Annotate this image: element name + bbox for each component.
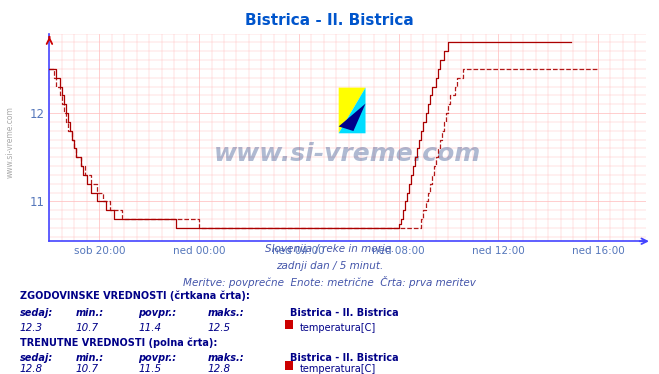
Text: 12.8: 12.8 <box>208 364 231 374</box>
Text: ZGODOVINSKE VREDNOSTI (črtkana črta):: ZGODOVINSKE VREDNOSTI (črtkana črta): <box>20 291 250 301</box>
Text: min.:: min.: <box>76 353 104 363</box>
Text: Meritve: povprečne  Enote: metrične  Črta: prva meritev: Meritve: povprečne Enote: metrične Črta:… <box>183 276 476 288</box>
Text: www.si-vreme.com: www.si-vreme.com <box>214 142 481 166</box>
Text: Slovenija / reke in morje.: Slovenija / reke in morje. <box>265 245 394 254</box>
Text: TRENUTNE VREDNOSTI (polna črta):: TRENUTNE VREDNOSTI (polna črta): <box>20 337 217 348</box>
Text: sedaj:: sedaj: <box>20 353 53 363</box>
Text: maks.:: maks.: <box>208 308 244 318</box>
Text: povpr.:: povpr.: <box>138 308 177 318</box>
Text: Bistrica - Il. Bistrica: Bistrica - Il. Bistrica <box>290 353 399 363</box>
Text: povpr.:: povpr.: <box>138 353 177 363</box>
Text: Bistrica - Il. Bistrica: Bistrica - Il. Bistrica <box>290 308 399 318</box>
Text: 11.4: 11.4 <box>138 323 161 333</box>
Text: 12.3: 12.3 <box>20 323 43 333</box>
Text: 10.7: 10.7 <box>76 323 99 333</box>
Text: 10.7: 10.7 <box>76 364 99 374</box>
Polygon shape <box>339 88 366 133</box>
Text: 11.5: 11.5 <box>138 364 161 374</box>
Text: min.:: min.: <box>76 308 104 318</box>
Text: maks.:: maks.: <box>208 353 244 363</box>
Text: www.si-vreme.com: www.si-vreme.com <box>5 106 14 178</box>
Text: temperatura[C]: temperatura[C] <box>300 323 376 333</box>
Text: Bistrica - Il. Bistrica: Bistrica - Il. Bistrica <box>245 13 414 28</box>
Text: temperatura[C]: temperatura[C] <box>300 364 376 374</box>
Polygon shape <box>339 104 366 131</box>
Polygon shape <box>339 88 366 133</box>
Text: sedaj:: sedaj: <box>20 308 53 318</box>
Text: 12.8: 12.8 <box>20 364 43 374</box>
Text: 12.5: 12.5 <box>208 323 231 333</box>
Text: zadnji dan / 5 minut.: zadnji dan / 5 minut. <box>276 261 383 271</box>
